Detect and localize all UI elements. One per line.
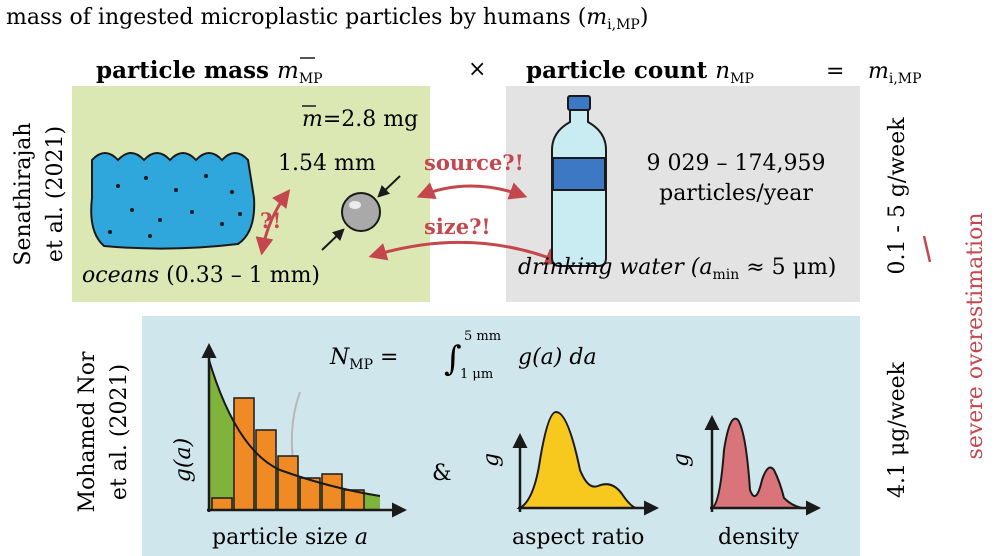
figure-title: mass of ingested microplastic particles … [6,5,648,33]
study2-author-line1: Mohamed Nor [75,351,100,513]
equals-sign: = [826,59,844,84]
particle-count-range: 9 029 – 174,959 [647,151,826,176]
oceans-label: oceans (0.33 – 1 mm) [82,263,320,288]
question-label: ?! [260,208,282,233]
source-label: source?! [424,150,524,175]
study1-result: 0.1 - 5 g/week [885,117,910,275]
particle-sphere-icon [321,175,401,251]
svg-text:g(a) da: g(a) da [518,345,597,370]
conclusion-label: severe overestimation [963,213,988,460]
conclusion-tick [922,235,932,263]
size-y-axis-label: g(a) [171,438,196,482]
particle-count-header: particle count nMP [526,57,754,87]
study2-author-line2: et al. (2021) [107,364,132,500]
size-label: size?! [424,214,491,239]
svg-text:NMP =: NMP = [329,345,398,373]
study1-author-line2: et al. (2021) [43,126,68,262]
size-x-axis-label: particle size a [212,525,368,550]
density-chart: g density [669,415,821,550]
mean-mass-value: m=2.8 mg [302,107,418,132]
svg-text:1 μm: 1 μm [460,367,493,382]
density-y-axis-label: g [669,453,694,467]
count-formula: NMP = ∫ 5 mm 1 μm g(a) da [329,329,597,382]
drinking-water-label: drinking water (amin ≈ 5 μm) [518,255,836,283]
ampersand: & [432,461,452,486]
times-sign: × [468,57,486,82]
water-bottle-icon [551,95,607,267]
density-x-axis-label: density [718,525,799,550]
header-row: particle mass mMP × particle count nMP =… [96,57,922,87]
particle-diameter: 1.54 mm [278,151,376,176]
oceans-size-arrow [255,189,291,256]
source-arrow [416,182,528,200]
svg-text:5 mm: 5 mm [464,329,501,344]
aspect-x-axis-label: aspect ratio [512,525,644,550]
study1-author-line1: Senathirajah [11,122,36,265]
ocean-icon [90,152,256,250]
svg-text:∫: ∫ [444,339,462,379]
size-arrow [368,240,564,266]
size-distribution-chart: g(a) particle size a [171,343,407,550]
particle-mass-header: particle mass mMP [96,57,323,87]
aspect-y-axis-label: g [479,453,504,467]
aspect-ratio-chart: g aspect ratio [479,410,659,550]
study2-result: 4.1 μg/week [885,361,910,498]
result-header: mi,MP [868,59,922,87]
particle-count-unit: particles/year [659,181,813,206]
